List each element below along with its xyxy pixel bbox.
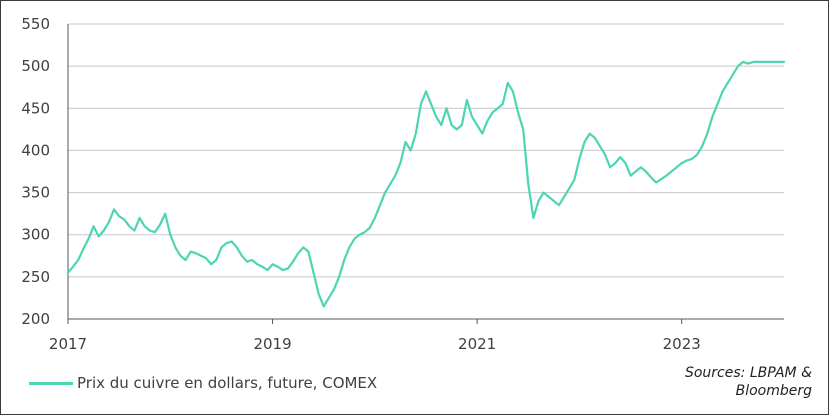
y-tick-label: 250 bbox=[21, 268, 50, 286]
x-tick-label: 2017 bbox=[49, 335, 87, 353]
legend-swatch bbox=[29, 381, 73, 385]
y-tick-label: 350 bbox=[21, 184, 50, 202]
y-tick-label: 200 bbox=[21, 310, 50, 328]
x-tick-label: 2019 bbox=[253, 335, 291, 353]
legend: Prix du cuivre en dollars, future, COMEX bbox=[29, 373, 377, 393]
y-tick-label: 550 bbox=[21, 15, 50, 33]
x-tick-label: 2023 bbox=[663, 335, 701, 353]
gridlines bbox=[68, 23, 784, 278]
x-tick-label: 2021 bbox=[458, 335, 496, 353]
y-tick-label: 400 bbox=[21, 141, 50, 159]
y-tick-label: 450 bbox=[21, 99, 50, 117]
source-line-2: Bloomberg bbox=[735, 383, 812, 399]
legend-label: Prix du cuivre en dollars, future, COMEX bbox=[77, 374, 378, 392]
x-axis-tick-labels: 2017 2019 2021 2023 bbox=[49, 319, 701, 353]
source-note: Sources: LBPAM & Bloomberg bbox=[685, 364, 812, 400]
y-axis-tick-labels: 200 250 300 350 400 450 500 550 bbox=[21, 15, 50, 328]
source-line-1: Sources: LBPAM & bbox=[684, 365, 812, 381]
y-tick-label: 300 bbox=[21, 226, 50, 244]
copper-price-line bbox=[66, 60, 786, 308]
y-tick-label: 500 bbox=[21, 57, 50, 75]
